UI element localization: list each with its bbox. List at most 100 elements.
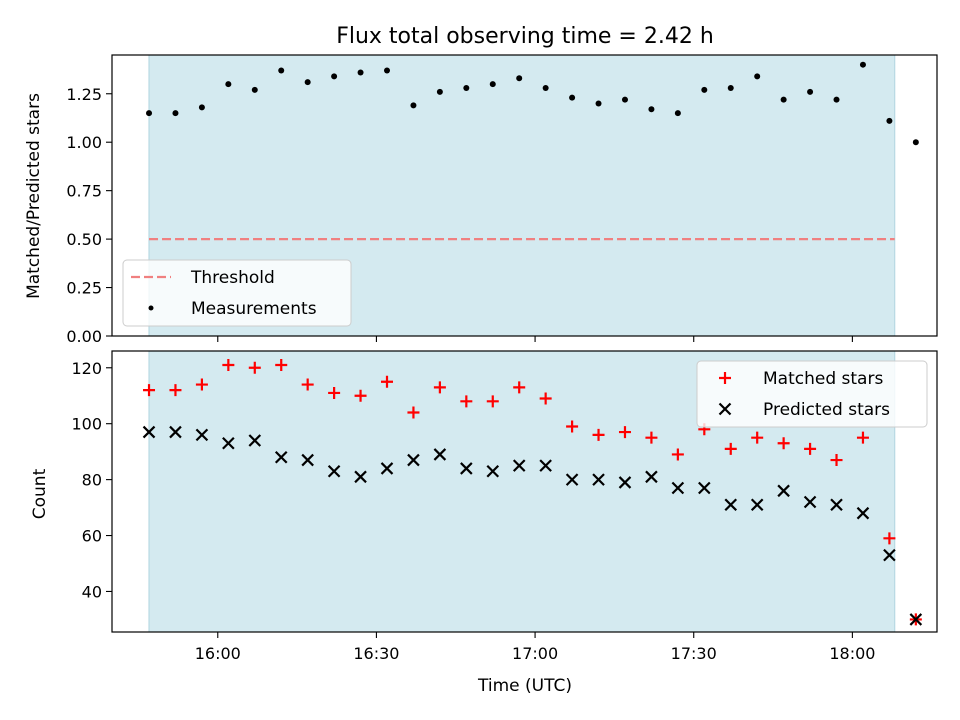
matched-stars-point bbox=[618, 426, 631, 439]
predicted-stars-point bbox=[698, 481, 711, 495]
matched-stars-point bbox=[275, 358, 288, 371]
matched-stars-point bbox=[381, 375, 393, 388]
matched-stars-point bbox=[751, 431, 764, 444]
legend-box bbox=[122, 259, 352, 327]
measurement-point bbox=[674, 110, 681, 117]
predicted-stars-point bbox=[301, 453, 314, 467]
predicted-stars-point bbox=[433, 448, 447, 461]
measurement-point bbox=[516, 75, 523, 82]
legend-matched-swatch bbox=[719, 372, 731, 384]
measurement-point bbox=[701, 86, 708, 93]
top-y-axis-label: Matched/Predicted stars bbox=[24, 93, 44, 299]
measurement-point bbox=[621, 96, 628, 103]
bottom-y-tick-label: 60 bbox=[82, 527, 102, 546]
predicted-stars-point bbox=[460, 462, 473, 475]
measurement-point bbox=[198, 104, 205, 111]
matched-stars-point bbox=[195, 378, 208, 391]
matched-stars-point bbox=[248, 361, 261, 374]
matched-stars-point bbox=[328, 386, 341, 399]
measurement-point bbox=[833, 96, 840, 103]
top-panel: 0.00 0.25 0.50 0.75 1.00 1.25 Threshold Measure… bbox=[66, 54, 938, 346]
predicted-stars-point bbox=[195, 428, 209, 442]
measurement-point bbox=[489, 81, 496, 88]
top-y-tick-label: 0.50 bbox=[66, 230, 102, 249]
chart-title: Flux total observing time = 2.42 h bbox=[336, 24, 714, 49]
matched-stars-point bbox=[856, 431, 869, 444]
measurement-point bbox=[807, 88, 814, 95]
measurement-point bbox=[886, 117, 893, 124]
bottom-panel: 40 60 80 100 120 16:00 16:30 17:00 17:30 18:00 Mat… bbox=[71, 350, 938, 663]
predicted-stars-point bbox=[592, 473, 605, 486]
legend-threshold-label: Threshold bbox=[190, 268, 275, 288]
measurement-point bbox=[357, 69, 364, 76]
bottom-y-tick-label: 80 bbox=[82, 471, 102, 490]
measurement-point bbox=[780, 96, 787, 103]
matched-stars-point bbox=[592, 428, 605, 441]
matched-stars-point bbox=[354, 389, 367, 402]
top-y-tick-label: 0.75 bbox=[66, 182, 102, 201]
matched-stars-point bbox=[883, 532, 896, 545]
predicted-stars-point bbox=[486, 464, 500, 478]
measurement-point bbox=[754, 73, 761, 80]
measurement-point bbox=[859, 61, 866, 68]
measurement-point bbox=[331, 73, 338, 80]
predicted-stars-point bbox=[830, 498, 843, 512]
measurement-point bbox=[251, 86, 258, 93]
matched-stars-point bbox=[460, 395, 473, 408]
top-y-tick-label: 1.25 bbox=[66, 85, 102, 104]
predicted-stars-point bbox=[671, 481, 685, 495]
predicted-stars-point bbox=[618, 476, 632, 489]
predicted-stars-point bbox=[856, 506, 870, 520]
top-y-tick-label: 0.25 bbox=[66, 279, 102, 298]
measurement-point bbox=[648, 106, 655, 113]
predicted-stars-point bbox=[354, 470, 367, 484]
predicted-stars-point bbox=[512, 459, 526, 472]
predicted-stars-point bbox=[407, 453, 420, 467]
predicted-stars-point bbox=[565, 473, 579, 486]
predicted-stars-point bbox=[909, 613, 923, 626]
legend-measurements-swatch bbox=[148, 305, 154, 311]
measurement-point bbox=[410, 102, 417, 109]
predicted-stars-point bbox=[750, 498, 764, 512]
predicted-stars-point bbox=[803, 495, 817, 509]
matched-stars-point bbox=[777, 437, 790, 450]
x-tick-label: 16:30 bbox=[353, 644, 399, 663]
x-tick-label: 16:00 bbox=[195, 644, 241, 663]
matched-stars-point bbox=[486, 395, 499, 408]
predicted-stars-point bbox=[142, 425, 156, 439]
measurement-point bbox=[436, 88, 443, 95]
matched-stars-point bbox=[407, 406, 420, 419]
measurement-point bbox=[727, 84, 734, 91]
legend-measurements-label: Measurements bbox=[191, 299, 317, 319]
bottom-y-axis-label: Count bbox=[30, 468, 50, 519]
measurement-point bbox=[542, 84, 549, 91]
measurement-point bbox=[569, 94, 576, 101]
matched-stars-point bbox=[804, 442, 817, 455]
measurement-point bbox=[304, 79, 311, 86]
measurement-point bbox=[278, 67, 285, 74]
measurement-point bbox=[146, 110, 153, 117]
predicted-stars-point bbox=[883, 548, 896, 562]
bottom-y-tick-label: 100 bbox=[71, 415, 102, 434]
x-tick-label: 18:00 bbox=[829, 644, 875, 663]
matched-stars-point bbox=[645, 431, 658, 444]
predicted-stars-point bbox=[274, 450, 288, 464]
x-axis-label: Time (UTC) bbox=[477, 676, 572, 696]
bottom-legend: Matched stars Predicted stars bbox=[696, 360, 928, 428]
matched-stars-point bbox=[566, 420, 579, 433]
bottom-axes-frame bbox=[111, 350, 938, 633]
legend-predicted-swatch bbox=[718, 402, 732, 416]
measurement-point bbox=[172, 110, 179, 117]
matched-stars-point bbox=[671, 448, 684, 461]
predicted-stars-point bbox=[222, 436, 235, 450]
measurement-point bbox=[595, 100, 602, 107]
measurement-point bbox=[912, 139, 919, 146]
top-y-tick-label: 0.00 bbox=[66, 327, 102, 346]
x-tick-label: 17:30 bbox=[671, 644, 717, 663]
matched-stars-point bbox=[539, 392, 552, 405]
top-y-tick-label: 1.00 bbox=[66, 133, 102, 152]
measurement-point bbox=[463, 84, 470, 91]
predicted-stars-point bbox=[169, 425, 182, 439]
bottom-y-tick-label: 40 bbox=[82, 582, 102, 601]
